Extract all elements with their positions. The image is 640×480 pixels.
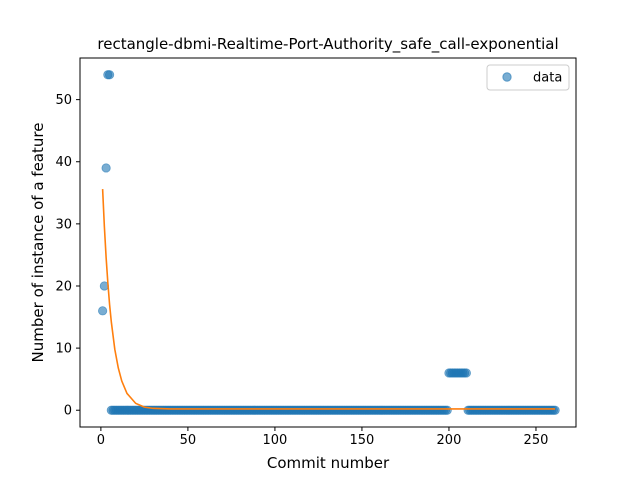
x-axis-title: Commit number (267, 454, 390, 472)
plot-marks (98, 70, 560, 415)
data-point (104, 70, 115, 80)
y-tick-label: 10 (55, 342, 72, 357)
data-point (461, 368, 471, 378)
x-tick-label: 150 (350, 433, 375, 448)
data-point (550, 405, 560, 415)
fit-line (101, 189, 556, 410)
legend: data (486, 64, 570, 91)
x-tick-label: 200 (437, 433, 462, 448)
axes-frame (79, 57, 577, 428)
legend-box (486, 64, 570, 91)
data-point (98, 306, 108, 316)
legend-label: data (533, 71, 562, 86)
x-tick-label: 0 (97, 433, 105, 448)
x-tick-label: 100 (263, 433, 288, 448)
axis-ticks: 0 50 100 150 200 250 0 10 20 30 40 50 (55, 93, 548, 448)
data-point (442, 405, 452, 415)
data-point (101, 163, 111, 173)
y-tick-label: 50 (55, 93, 72, 108)
x-tick-label: 50 (180, 433, 197, 448)
y-tick-label: 0 (64, 404, 72, 419)
y-axis-title: Number of instance of a feature (29, 123, 47, 363)
x-tick-label: 250 (524, 433, 549, 448)
y-tick-label: 40 (55, 155, 72, 170)
y-tick-label: 20 (55, 279, 72, 294)
chart-title: rectangle-dbmi-Realtime-Port-Authority_s… (97, 35, 558, 54)
y-tick-label: 30 (55, 217, 72, 232)
legend-marker (502, 72, 512, 82)
